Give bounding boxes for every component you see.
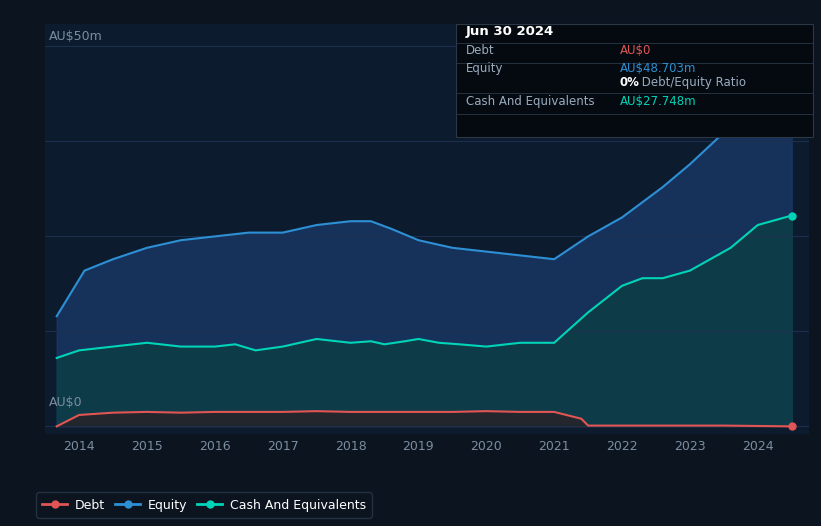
Text: Jun 30 2024: Jun 30 2024 bbox=[466, 25, 553, 38]
Text: AU$48.703m: AU$48.703m bbox=[620, 62, 696, 75]
Text: Cash And Equivalents: Cash And Equivalents bbox=[466, 95, 594, 108]
Text: AU$0: AU$0 bbox=[620, 44, 651, 57]
Text: AU$50m: AU$50m bbox=[49, 30, 103, 43]
Text: Debt/Equity Ratio: Debt/Equity Ratio bbox=[638, 76, 746, 89]
Text: 0%: 0% bbox=[620, 76, 640, 89]
Text: Equity: Equity bbox=[466, 62, 503, 75]
Legend: Debt, Equity, Cash And Equivalents: Debt, Equity, Cash And Equivalents bbox=[36, 492, 372, 518]
Text: Debt: Debt bbox=[466, 44, 494, 57]
Text: AU$0: AU$0 bbox=[49, 396, 83, 409]
Text: AU$27.748m: AU$27.748m bbox=[620, 95, 696, 108]
